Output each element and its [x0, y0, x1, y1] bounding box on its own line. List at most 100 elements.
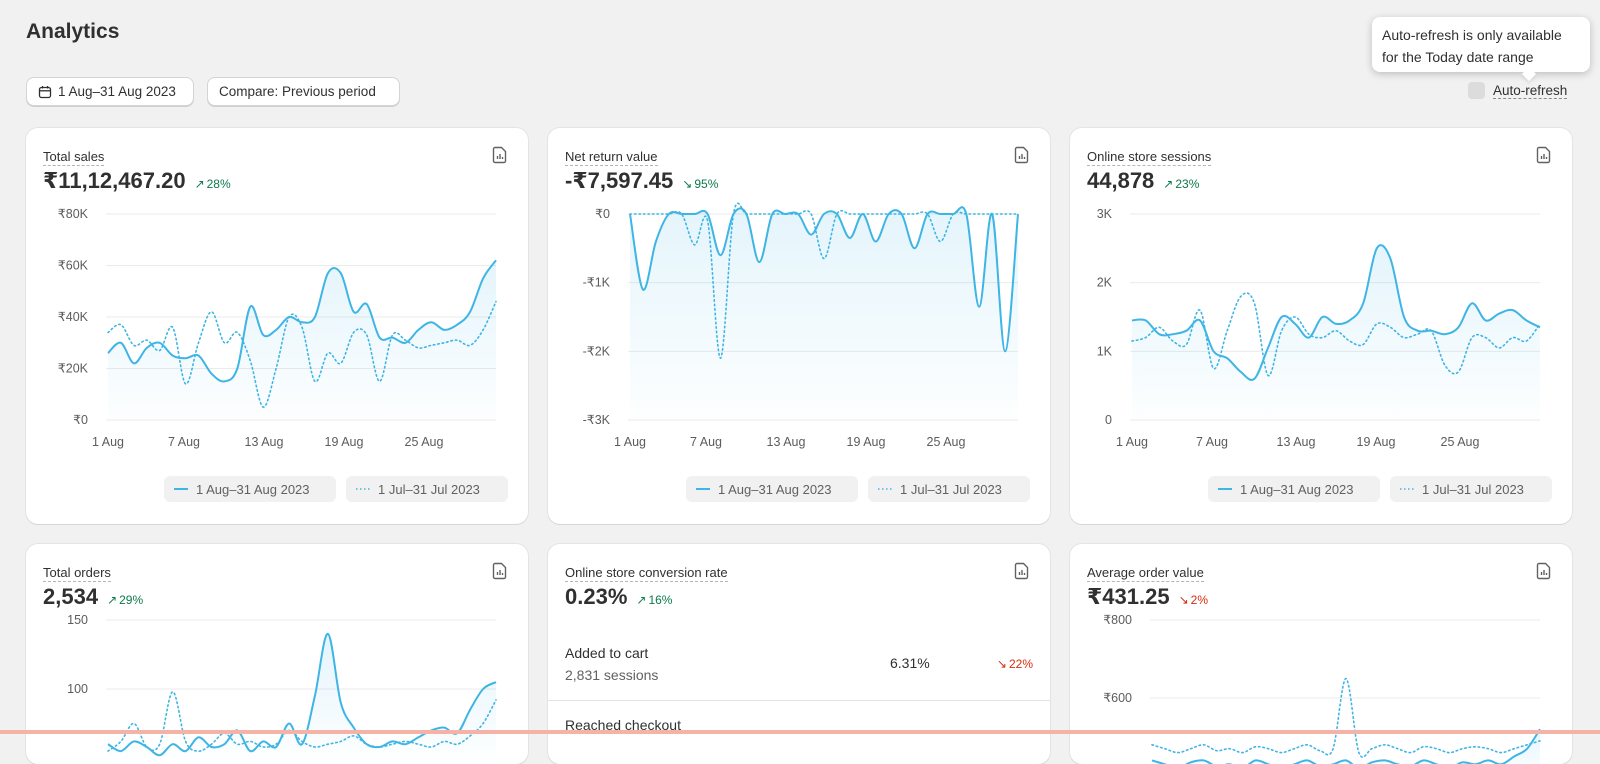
auto-refresh-checkbox[interactable] — [1468, 82, 1485, 99]
trend-value: 29% — [119, 593, 144, 607]
legend-previous[interactable]: 1 Jul–31 Jul 2023 — [346, 476, 508, 502]
step-sessions: 2,831 sessions — [565, 667, 659, 683]
online-store-sessions-card: Online store sessions 44,878 ↗ 23% 3K 2K 1K… — [1070, 128, 1572, 524]
trend-badge: ↗ 29% — [107, 593, 143, 607]
legend-current-label: 1 Aug–31 Aug 2023 — [1240, 481, 1354, 497]
series-line-previous — [1151, 677, 1541, 758]
y-tick-label: ₹20K — [58, 362, 89, 376]
legend-current[interactable]: 1 Aug–31 Aug 2023 — [686, 476, 858, 502]
arrow-down-right-icon: ↘ — [682, 177, 693, 191]
step-name: Added to cart — [565, 645, 649, 661]
x-tick-label: 19 Aug — [1357, 435, 1396, 449]
conversion-rate-card: Online store conversion rate 0.23% ↗ 16% … — [548, 544, 1050, 764]
metric-label[interactable]: Total sales — [43, 149, 105, 166]
legend-current[interactable]: 1 Aug–31 Aug 2023 — [164, 476, 336, 502]
x-tick-label: 13 Aug — [767, 435, 806, 449]
x-tick-label: 25 Aug — [1441, 435, 1480, 449]
y-tick-label: ₹60K — [58, 259, 89, 273]
date-range-button[interactable]: 1 Aug–31 Aug 2023 — [26, 77, 194, 106]
report-icon[interactable] — [1536, 146, 1552, 164]
series-area — [108, 633, 496, 758]
window-edge — [0, 730, 1600, 734]
compare-button[interactable]: Compare: Previous period — [207, 77, 400, 106]
report-icon[interactable] — [1536, 562, 1552, 580]
metric-value: 0.23% — [565, 584, 628, 609]
x-tick-label: 7 Aug — [690, 435, 722, 449]
legend-previous-label: 1 Jul–31 Jul 2023 — [378, 481, 480, 497]
net-return-value-card: Net return value -₹7,597.45 ↘ 95% ₹0 -₹1K -… — [548, 128, 1050, 524]
y-tick-label: ₹80K — [58, 207, 89, 221]
report-icon[interactable] — [1014, 562, 1030, 580]
series-area — [1152, 729, 1540, 764]
report-icon[interactable] — [492, 146, 508, 164]
report-icon[interactable] — [1014, 146, 1030, 164]
total-sales-chart: ₹80K ₹60K ₹40K ₹20K ₹0 1 Aug 7 Aug 13 Aug 19 Aug… — [58, 207, 497, 449]
net-return-value-chart: ₹0 -₹1K -₹2K -₹3K1 Aug 7 Aug 13 Aug 19 Aug 25 A… — [583, 202, 1019, 449]
metric-value: ₹431.25 — [1087, 584, 1170, 609]
metric-value: 2,534 — [43, 584, 99, 609]
metric-label[interactable]: Online store conversion rate — [565, 565, 728, 582]
metric-label[interactable]: Online store sessions — [1087, 149, 1212, 166]
solid-line-icon — [696, 488, 710, 490]
x-tick-label: 7 Aug — [1196, 435, 1228, 449]
legend-current-label: 1 Aug–31 Aug 2023 — [196, 481, 310, 497]
dotted-line-icon — [356, 488, 370, 490]
trend-value: 2% — [1190, 593, 1209, 607]
y-tick-label: ₹800 — [1103, 613, 1132, 627]
y-tick-label: 0 — [1105, 413, 1112, 427]
step-name: Reached checkout — [565, 717, 681, 733]
x-tick-label: 13 Aug — [1277, 435, 1316, 449]
metric-value: 44,878 — [1087, 168, 1155, 193]
y-tick-label: ₹0 — [73, 413, 88, 427]
y-tick-label: -₹2K — [583, 344, 611, 358]
divider — [548, 700, 1050, 701]
y-tick-label: ₹600 — [1103, 691, 1132, 705]
series-area — [1132, 245, 1540, 420]
y-tick-label: ₹40K — [58, 310, 89, 324]
x-tick-label: 1 Aug — [92, 435, 124, 449]
report-icon[interactable] — [492, 562, 508, 580]
legend-previous-label: 1 Jul–31 Jul 2023 — [900, 481, 1002, 497]
series-area — [630, 207, 1018, 420]
x-tick-label: 25 Aug — [927, 435, 966, 449]
calendar-icon — [38, 85, 52, 98]
total-sales-card: Total sales ₹11,12,467.20 ↗ 28% ₹80K ₹60K ₹… — [26, 128, 528, 524]
x-tick-label: 25 Aug — [405, 435, 444, 449]
metric-label[interactable]: Total orders — [43, 565, 111, 582]
legend-previous[interactable]: 1 Jul–31 Jul 2023 — [1390, 476, 1552, 502]
average-order-value-card: Average order value ₹431.25 ↘ 2% ₹800 ₹600 — [1070, 544, 1572, 764]
series-line-previous — [1131, 292, 1541, 377]
date-range-label: 1 Aug–31 Aug 2023 — [58, 84, 176, 99]
y-tick-label: 3K — [1097, 207, 1113, 221]
dotted-line-icon — [1400, 488, 1414, 490]
arrow-down-right-icon: ↘ — [1178, 593, 1189, 607]
x-tick-label: 7 Aug — [168, 435, 200, 449]
trend-value: 22% — [1008, 657, 1033, 671]
auto-refresh-label: Auto-refresh — [1493, 82, 1568, 99]
legend-previous[interactable]: 1 Jul–31 Jul 2023 — [868, 476, 1030, 502]
trend-badge: ↘ 2% — [1179, 593, 1208, 607]
arrow-up-right-icon: ↗ — [107, 593, 118, 607]
y-tick-label: 150 — [67, 613, 88, 627]
compare-label: Compare: Previous period — [219, 84, 376, 99]
series-line-current — [1131, 244, 1541, 381]
metric-label[interactable]: Average order value — [1087, 565, 1204, 582]
legend-current[interactable]: 1 Aug–31 Aug 2023 — [1208, 476, 1380, 502]
series-line-current — [629, 206, 1019, 353]
x-tick-label: 1 Aug — [1116, 435, 1148, 449]
y-tick-label: 1K — [1097, 344, 1113, 358]
legend-previous-label: 1 Jul–31 Jul 2023 — [1422, 481, 1524, 497]
trend-value: 16% — [648, 593, 673, 607]
auto-refresh-toggle[interactable]: Auto-refresh — [1468, 82, 1568, 99]
trend-value: 23% — [1175, 177, 1200, 191]
metric-label[interactable]: Net return value — [565, 149, 658, 166]
arrow-up-right-icon: ↗ — [1163, 177, 1174, 191]
step-percent: 6.31% — [890, 655, 930, 671]
arrow-up-right-icon: ↗ — [194, 177, 205, 191]
y-tick-label: -₹3K — [583, 413, 611, 427]
x-tick-label: 1 Aug — [614, 435, 646, 449]
x-tick-label: 19 Aug — [847, 435, 886, 449]
total-orders-card: Total orders 2,534 ↗ 29% 150 100 — [26, 544, 528, 764]
series-line-current — [107, 259, 497, 383]
page-title: Analytics — [26, 20, 120, 43]
